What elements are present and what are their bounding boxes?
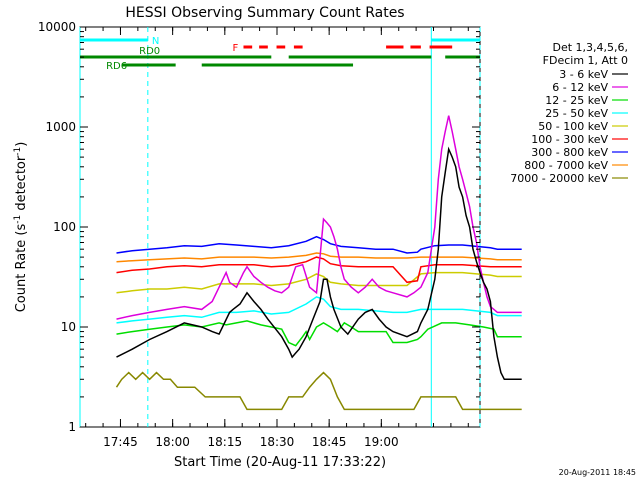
legend-item-label: 800 - 7000 keV: [524, 159, 608, 172]
legend-item-label: 25 - 50 keV: [545, 107, 608, 120]
y-tick-label: 10: [61, 320, 76, 334]
series-line-8: [115, 371, 522, 411]
series-line-3: [116, 296, 522, 324]
legend-item-label: 50 - 100 keV: [538, 120, 608, 133]
series-line-5: [116, 256, 522, 284]
x-tick-label: 18:45: [312, 435, 347, 449]
series-line-6: [116, 235, 522, 254]
status-label-n: N: [152, 36, 159, 47]
y-tick-label: 10000: [38, 20, 76, 34]
legend: Det 1,3,4,5,6, FDecim 1, Att 0 3 - 6 keV…: [510, 41, 628, 185]
y-axis: 1 10 100 1000 10000: [38, 20, 480, 434]
x-tick-label: 18:15: [208, 435, 243, 449]
status-label-f: F: [232, 43, 238, 54]
y-tick-label: 1: [68, 420, 76, 434]
x-axis-label: Start Time (20-Aug-11 17:33:22): [174, 455, 386, 470]
legend-item-label: 3 - 6 keV: [559, 68, 608, 81]
x-tick-label: 18:30: [260, 435, 295, 449]
footer-date: 20-Aug-2011 18:45: [559, 468, 636, 477]
x-tick-label: 18:00: [155, 435, 190, 449]
y-axis-label: Count Rate (s-1 detector-1): [13, 142, 29, 313]
x-axis: 17:45 18:00 18:15 18:30 18:45 19:00: [85, 27, 469, 449]
chart-title: HESSI Observing Summary Count Rates: [125, 5, 404, 21]
legend-item-label: 7000 - 20000 keV: [510, 172, 608, 185]
y-tick-label: 1000: [45, 120, 76, 134]
x-tick-label: 19:00: [364, 435, 399, 449]
time-markers: [79, 27, 481, 427]
plot-frame: [79, 26, 481, 428]
plot-area: N F RD0 RD6: [79, 26, 522, 428]
series-lines: [115, 115, 522, 411]
legend-item-label: 12 - 25 keV: [545, 94, 608, 107]
status-bars: N F RD0 RD6: [80, 36, 480, 72]
legend-item-label: 300 - 800 keV: [531, 146, 608, 159]
legend-item-label: 6 - 12 keV: [552, 81, 608, 94]
series-line-4: [116, 271, 522, 294]
legend-header-line-2: FDecim 1, Att 0: [543, 54, 628, 67]
status-label-rd6: RD6: [106, 61, 127, 72]
series-line-1: [116, 115, 522, 320]
legend-item-label: 100 - 300 keV: [531, 133, 608, 146]
y-tick-label: 100: [53, 220, 76, 234]
series-line-2: [116, 320, 522, 347]
x-tick-label: 17:45: [103, 435, 138, 449]
series-line-0: [116, 146, 522, 381]
legend-header-line-1: Det 1,3,4,5,6,: [552, 41, 628, 54]
status-label-rd0: RD0: [139, 46, 160, 57]
series-line-7: [116, 252, 522, 263]
